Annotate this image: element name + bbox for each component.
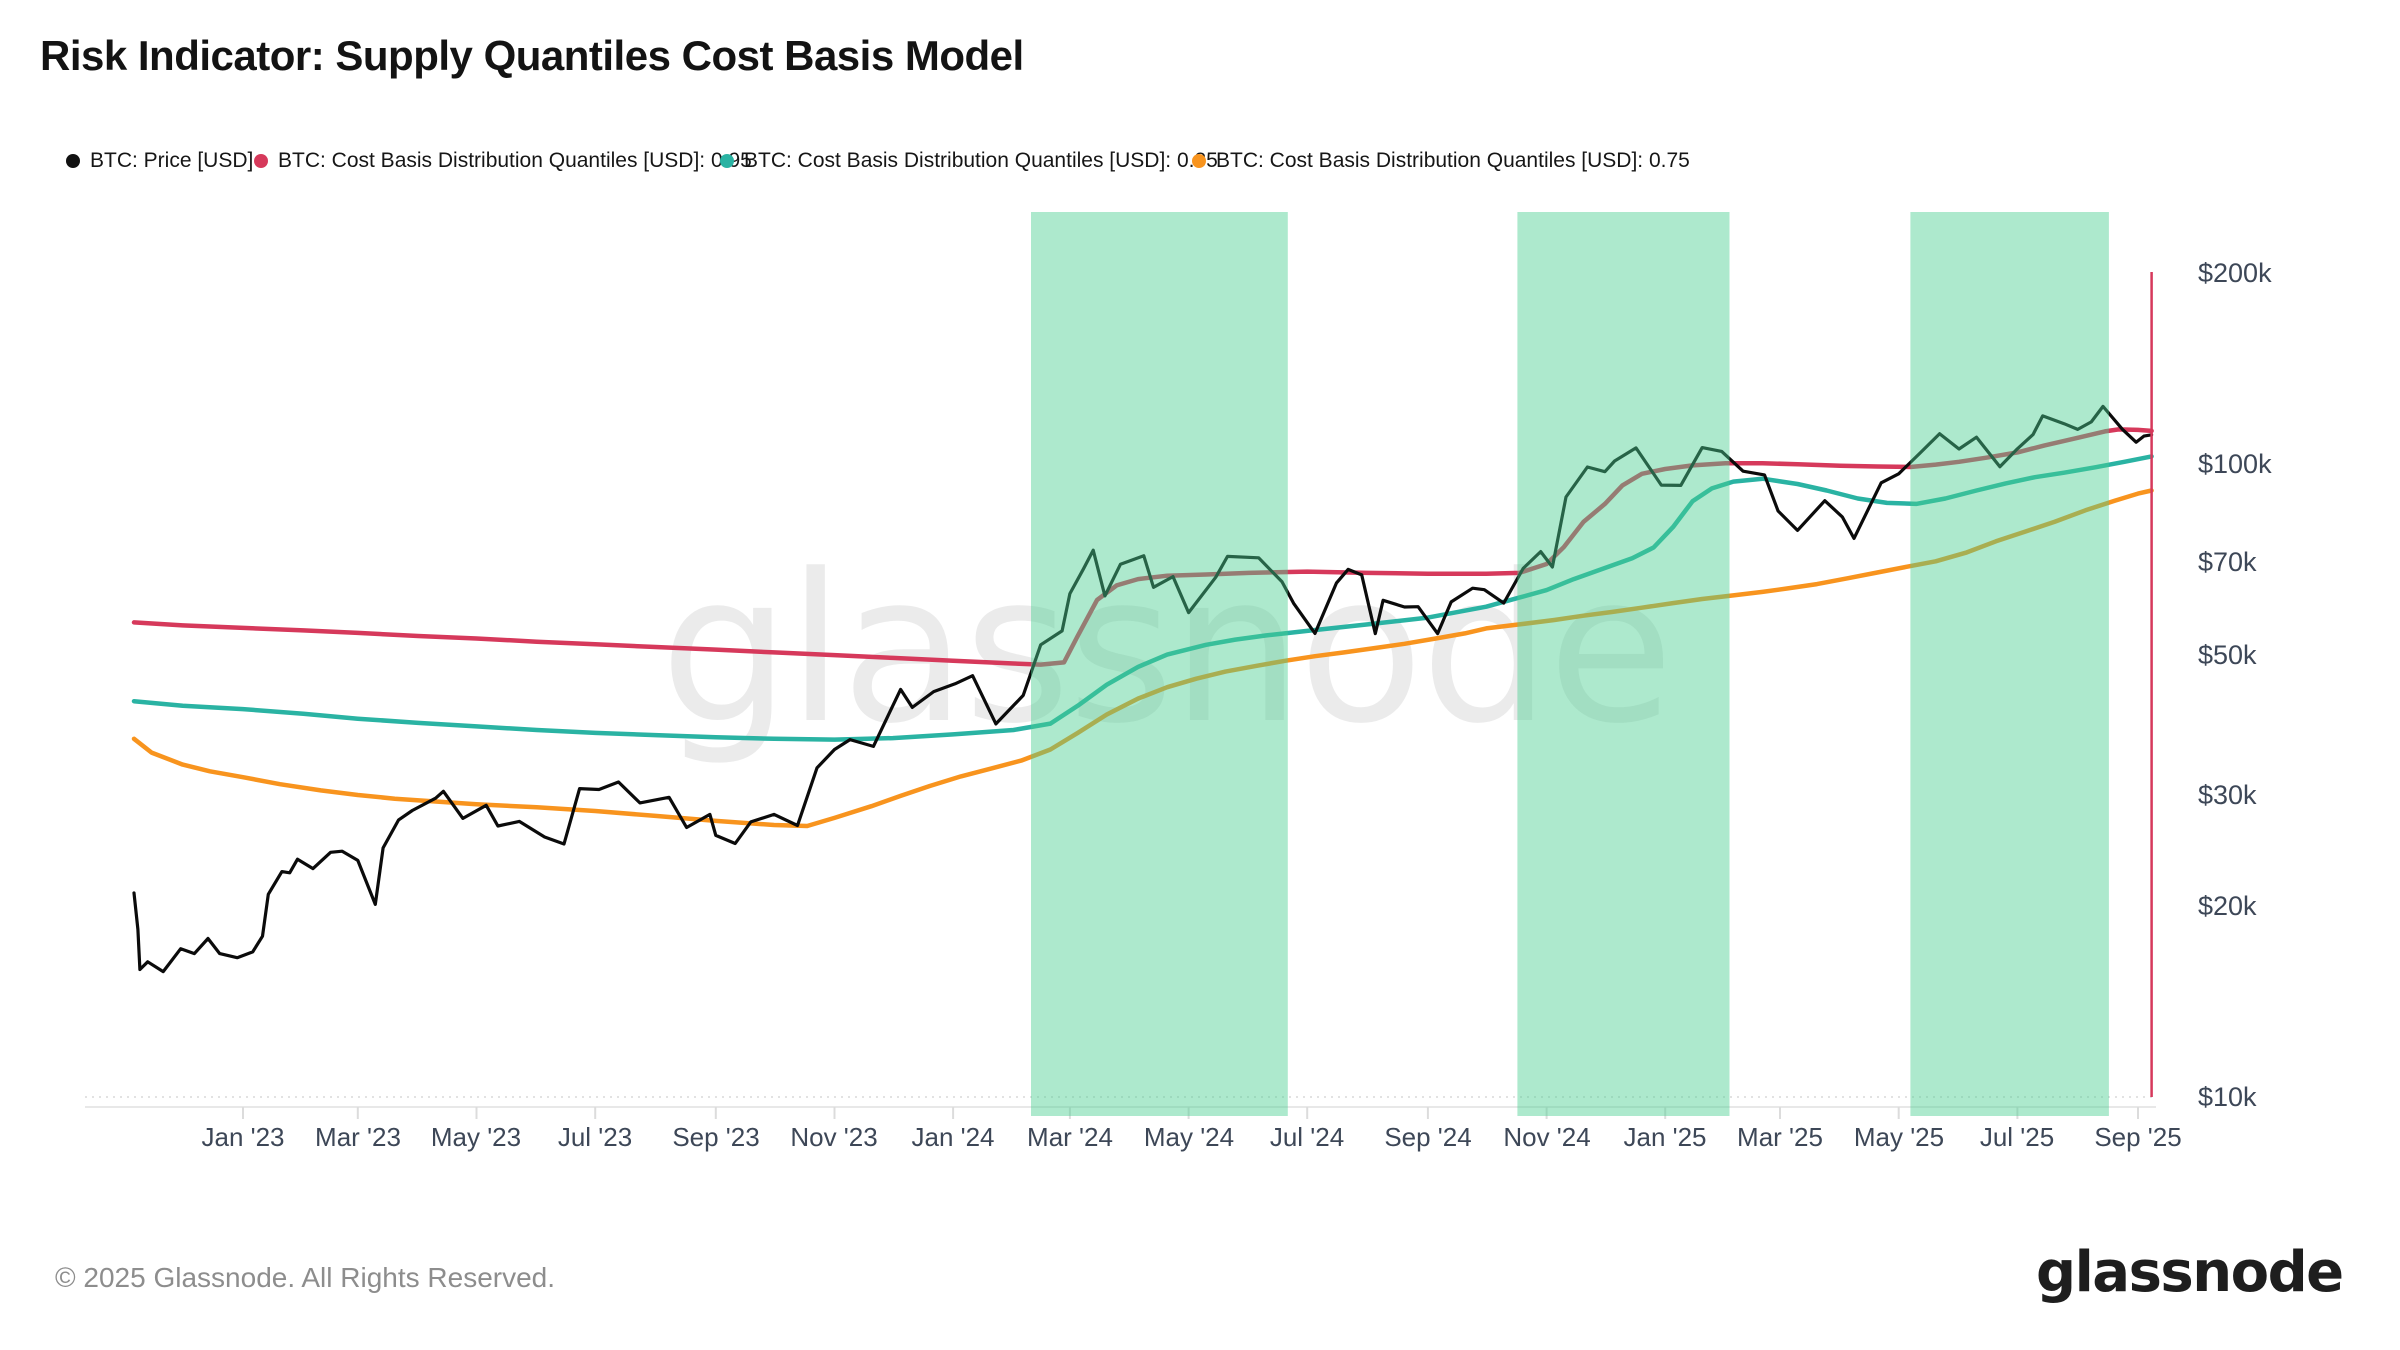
highlight-band [1031,212,1288,1116]
copyright-text: © 2025 Glassnode. All Rights Reserved. [55,1262,556,1293]
y-axis-label: $10k [2198,1082,2257,1112]
quantile-095-line [131,427,2154,667]
chart-legend: BTC: Price [USD] BTC: Cost Basis Distribu… [0,146,2400,176]
legend-item[interactable]: BTC: Price [USD] [66,146,253,176]
x-axis-label: Sep '24 [1384,1122,1472,1152]
y-axis-label: $200k [2198,258,2272,288]
y-axis-label: $70k [2198,547,2257,577]
y-axis-label: $50k [2198,640,2257,670]
legend-item[interactable]: BTC: Cost Basis Distribution Quantiles [… [720,146,1218,176]
glassnode-logo: glassnode [2036,1240,2344,1305]
legend-item-label: BTC: Cost Basis Distribution Quantiles [… [278,149,752,172]
legend-item[interactable]: BTC: Cost Basis Distribution Quantiles [… [254,146,752,176]
highlight-band [1910,212,2109,1116]
legend-item-label: BTC: Cost Basis Distribution Quantiles [… [744,149,1218,172]
legend-item[interactable]: BTC: Cost Basis Distribution Quantiles [… [1192,146,1690,176]
x-axis-label: Jan '25 [1623,1122,1707,1152]
x-axis-label: Jan '23 [201,1122,285,1152]
y-axis-label: $20k [2198,891,2257,921]
legend-swatch-icon [66,154,80,168]
legend-item-label: BTC: Price [USD] [90,149,254,172]
x-axis-label: May '25 [1853,1122,1945,1152]
price-line [132,404,2154,974]
x-axis-label: Mar '23 [315,1122,401,1152]
x-axis-label: Jan '24 [911,1122,995,1152]
x-axis-label: Mar '24 [1027,1122,1113,1152]
highlight-band [1517,212,1730,1116]
quantile-075-line [131,488,2154,829]
y-axis-label: $100k [2198,449,2272,479]
quantile-085-line [131,454,2154,742]
x-axis-label: May '24 [1143,1122,1235,1152]
x-axis-label: Sep '23 [672,1122,760,1152]
x-axis-label: Jul '24 [1269,1122,1345,1152]
legend-swatch-icon [254,154,268,168]
x-axis-label: Sep '25 [2094,1122,2182,1152]
legend-item-label: BTC: Cost Basis Distribution Quantiles [… [1216,149,1690,172]
x-axis-label: Nov '23 [790,1122,878,1152]
x-axis-label: Nov '24 [1503,1122,1591,1152]
x-axis-label: Jul '25 [1979,1122,2055,1152]
y-axis-label: $30k [2198,780,2257,810]
page-title: Risk Indicator: Supply Quantiles Cost Ba… [40,32,1024,79]
x-axis-label: May '23 [430,1122,522,1152]
x-axis-label: Mar '25 [1737,1122,1823,1152]
legend-swatch-icon [720,154,734,168]
x-axis-label: Jul '23 [557,1122,633,1152]
legend-swatch-icon [1192,154,1206,168]
